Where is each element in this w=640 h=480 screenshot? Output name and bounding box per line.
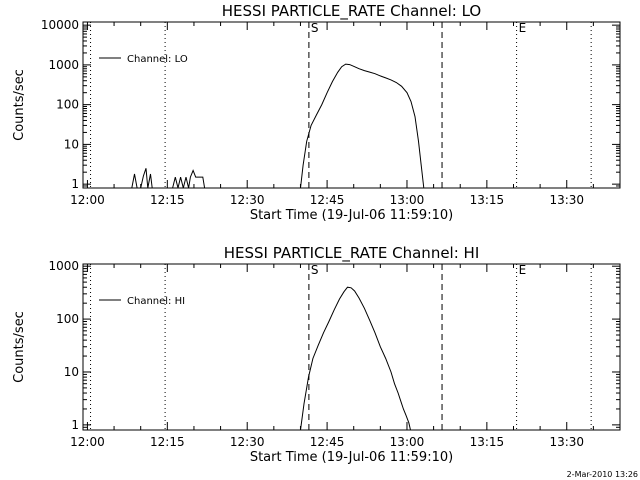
- footer-timestamp: 2-Mar-2010 13:26: [567, 470, 638, 479]
- x-tick-label: 12:45: [310, 435, 345, 449]
- y-tick-label: 10000: [41, 18, 79, 32]
- x-tick-label: 13:15: [470, 193, 505, 207]
- time-marker-label: E: [519, 263, 527, 277]
- x-tick-label: 12:30: [230, 193, 265, 207]
- y-tick-label: 10: [64, 365, 79, 379]
- chart-title: HESSI PARTICLE_RATE Channel: HI: [224, 244, 480, 263]
- y-axis-label: Counts/sec: [12, 311, 27, 383]
- time-marker-label: E: [519, 21, 527, 35]
- y-tick-label: 1: [71, 177, 79, 191]
- x-tick-label: 12:30: [230, 435, 265, 449]
- plot-frame: [82, 263, 621, 431]
- x-tick-label: 12:15: [150, 435, 185, 449]
- x-tick-label: 13:00: [390, 193, 425, 207]
- y-tick-label: 1: [71, 418, 79, 432]
- y-tick-label: 10: [64, 137, 79, 151]
- x-axis-label: Start Time (19-Jul-06 11:59:10): [250, 208, 453, 223]
- plot-frame: [82, 21, 621, 189]
- series-line: [300, 63, 425, 189]
- y-tick-label: 1000: [48, 259, 79, 273]
- x-tick-label: 12:00: [70, 193, 105, 207]
- legend-entry: Channel: HI: [127, 296, 185, 307]
- chart-title: HESSI PARTICLE_RATE Channel: LO: [222, 2, 481, 21]
- series-line: [300, 286, 411, 431]
- x-tick-label: 12:15: [150, 193, 185, 207]
- y-tick-label: 100: [56, 98, 79, 112]
- x-axis-label: Start Time (19-Jul-06 11:59:10): [250, 450, 453, 465]
- x-tick-label: 13:00: [390, 435, 425, 449]
- panel-lo-channel: HESSI PARTICLE_RATE Channel: LO 12:00 12:1…: [12, 2, 621, 223]
- x-tick-label: 12:00: [70, 435, 105, 449]
- x-tick-label: 12:45: [310, 193, 345, 207]
- x-tick-label: 13:30: [549, 193, 584, 207]
- y-axis-label: Counts/sec: [12, 69, 27, 141]
- x-tick-label: 13:30: [549, 435, 584, 449]
- y-tick-label: 100: [56, 312, 79, 326]
- series-line: [131, 168, 206, 189]
- panel-hi-channel: HESSI PARTICLE_RATE Channel: HI 12:00 12:1…: [12, 244, 621, 465]
- x-tick-label: 13:15: [470, 435, 505, 449]
- time-marker-label: S: [311, 263, 319, 277]
- time-marker-label: S: [311, 21, 319, 35]
- y-tick-label: 1000: [48, 58, 79, 72]
- legend-entry: Channel: LO: [127, 54, 188, 65]
